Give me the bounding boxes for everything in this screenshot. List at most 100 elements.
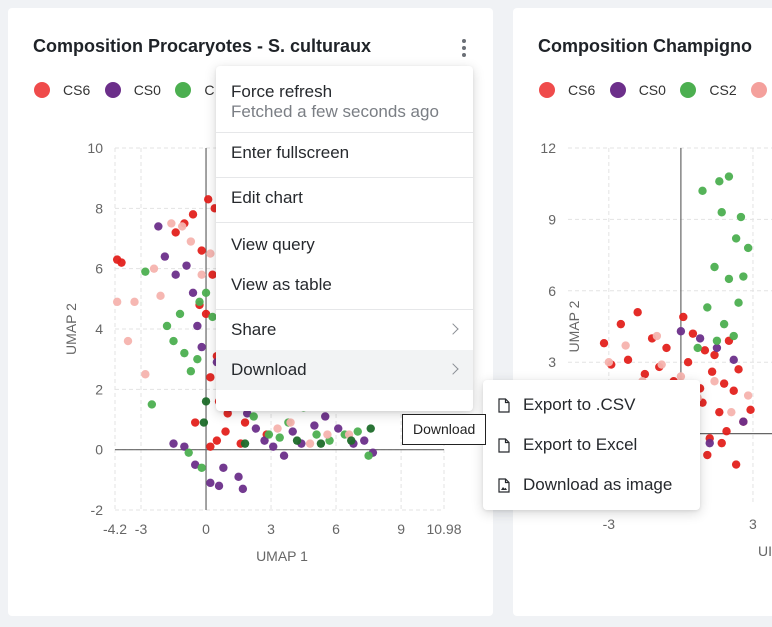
- data-point: [275, 433, 284, 442]
- data-point: [201, 288, 211, 297]
- legend-item-cs0[interactable]: CS0: [609, 82, 666, 98]
- data-point: [260, 436, 269, 445]
- data-point: [743, 391, 753, 400]
- legend-marker: [539, 82, 555, 98]
- data-point: [739, 417, 748, 426]
- data-point: [734, 298, 743, 307]
- data-point: [201, 397, 211, 406]
- chart-options-menu: Force refresh Fetched a few seconds ago …: [216, 66, 473, 411]
- data-point: [288, 427, 297, 436]
- legend-marker: [609, 82, 626, 98]
- menu-item-share[interactable]: Share: [216, 310, 473, 350]
- data-point: [286, 418, 295, 427]
- data-point: [712, 336, 722, 345]
- y-tick-label: 0: [95, 442, 103, 458]
- data-point: [679, 312, 688, 322]
- data-point: [743, 243, 753, 253]
- data-point: [171, 228, 180, 237]
- y-tick-label: 10: [87, 140, 103, 156]
- data-point: [316, 439, 326, 448]
- data-point: [273, 424, 282, 433]
- data-point: [193, 354, 202, 364]
- legend-item-salmon[interactable]: [751, 82, 772, 98]
- more-vertical-icon[interactable]: [457, 36, 471, 60]
- y-axis-label: UMAP 2: [566, 300, 582, 352]
- export-csv-button[interactable]: Export to .CSV: [483, 385, 700, 425]
- y-tick-label: 6: [548, 283, 556, 299]
- data-point: [234, 472, 243, 482]
- x-axis-label: UI: [758, 543, 772, 559]
- data-point: [238, 484, 248, 494]
- data-point: [190, 460, 200, 469]
- legend-marker: [751, 82, 768, 98]
- data-point: [208, 312, 217, 322]
- data-point: [123, 336, 133, 346]
- submenu-item-label: Export to .CSV: [523, 395, 636, 414]
- data-point: [599, 338, 609, 348]
- data-point: [201, 309, 211, 319]
- data-point: [186, 367, 196, 376]
- menu-fetched-status: Fetched a few seconds ago: [231, 102, 439, 121]
- data-point: [710, 377, 719, 386]
- data-point: [604, 358, 614, 367]
- data-point: [703, 450, 712, 460]
- menu-item-fullscreen[interactable]: Enter fullscreen: [231, 143, 350, 162]
- data-point: [251, 424, 261, 433]
- data-point: [195, 297, 204, 307]
- submenu-item-label: Export to Excel: [523, 435, 638, 454]
- data-point: [182, 261, 191, 270]
- data-point: [703, 303, 712, 312]
- y-tick-label: 4: [95, 321, 103, 337]
- data-point: [130, 297, 139, 307]
- data-point: [719, 319, 729, 329]
- data-point: [719, 379, 729, 388]
- data-point: [197, 463, 206, 472]
- data-point: [347, 436, 356, 445]
- legend-label: CS2: [709, 82, 737, 98]
- data-point: [652, 331, 662, 341]
- menu-item-force-refresh[interactable]: Force refresh: [231, 82, 333, 101]
- data-point: [729, 331, 738, 341]
- data-point: [240, 418, 250, 427]
- menu-item-download[interactable]: Download: [216, 350, 473, 390]
- data-point: [147, 400, 157, 409]
- data-point: [206, 249, 215, 258]
- menu-item-label: Download: [231, 360, 307, 379]
- download-image-button[interactable]: Download as image: [483, 465, 700, 505]
- menu-item-view-table[interactable]: View as table: [231, 275, 332, 294]
- download-tooltip: Download: [402, 414, 487, 445]
- legend-marker: [34, 82, 50, 98]
- legend-item-cs6[interactable]: CS6: [34, 82, 90, 98]
- data-point: [736, 212, 746, 222]
- data-point: [243, 409, 252, 418]
- data-point: [188, 210, 198, 219]
- x-tick-label: 9: [397, 521, 405, 537]
- data-point: [279, 451, 289, 460]
- legend-label: CS6: [568, 82, 596, 98]
- data-point: [364, 451, 373, 460]
- data-point: [729, 386, 738, 395]
- legend-item-cs2[interactable]: CS2: [680, 82, 737, 98]
- legend-item-cs0[interactable]: CS0: [104, 82, 161, 98]
- data-point: [169, 336, 178, 346]
- scatter-plot-2: -3 3 3 6 9 12 UI UMAP 2: [540, 140, 772, 559]
- data-point: [729, 355, 738, 365]
- data-point: [141, 370, 150, 379]
- y-tick-label: 3: [548, 354, 556, 370]
- menu-item-view-query[interactable]: View query: [231, 235, 315, 254]
- data-point: [197, 246, 206, 255]
- data-point: [727, 407, 736, 417]
- data-point: [269, 442, 278, 451]
- data-point: [305, 439, 315, 448]
- chevron-right-icon: [447, 363, 459, 375]
- data-point: [249, 412, 258, 421]
- legend-item-c[interactable]: C: [175, 82, 215, 98]
- menu-item-edit-chart[interactable]: Edit chart: [231, 188, 303, 207]
- legend-item-cs6[interactable]: CS6: [539, 82, 595, 98]
- y-tick-label: 2: [95, 381, 103, 397]
- data-point: [707, 367, 717, 376]
- data-point: [212, 436, 222, 445]
- export-excel-button[interactable]: Export to Excel: [483, 425, 700, 465]
- legend-marker: [104, 82, 121, 98]
- data-point: [171, 270, 180, 279]
